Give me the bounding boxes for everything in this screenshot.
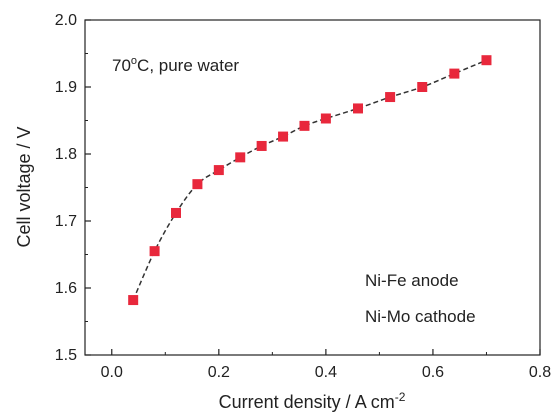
- fit-curve: [132, 59, 487, 301]
- data-point: [353, 103, 363, 114]
- y-tick-label: 1.5: [55, 347, 77, 364]
- y-axis: 1.5 1.6 1.7 1.8 1.9 2.0: [55, 12, 91, 364]
- x-tick-label: 0.4: [315, 364, 337, 381]
- data-point: [149, 246, 160, 257]
- data-point: [417, 82, 428, 92]
- data-point: [481, 55, 492, 66]
- data-point: [213, 165, 224, 176]
- data-point: [449, 68, 460, 79]
- data-point: [299, 120, 310, 131]
- y-tick-label: 1.9: [55, 79, 77, 96]
- y-tick-label: 1.6: [55, 280, 77, 297]
- x-axis-label: Current density / A cm-2: [219, 390, 406, 412]
- x-tick-label: 0.0: [101, 364, 123, 381]
- data-points: [128, 55, 492, 306]
- cathode-annotation: Ni-Mo cathode: [365, 307, 476, 326]
- data-point: [192, 179, 203, 190]
- data-point: [385, 92, 396, 103]
- x-axis: 0.0 0.2 0.4 0.6 0.8: [101, 349, 551, 381]
- x-tick-label: 0.8: [529, 364, 551, 381]
- condition-annotation: 70oC, pure water: [112, 55, 239, 75]
- data-point: [171, 207, 181, 218]
- anode-annotation: Ni-Fe anode: [365, 271, 459, 290]
- x-tick-label: 0.2: [208, 364, 230, 381]
- y-axis-label: Cell voltage / V: [14, 126, 34, 247]
- y-tick-label: 1.7: [55, 213, 77, 230]
- y-tick-label: 2.0: [55, 12, 77, 29]
- data-point: [256, 140, 267, 151]
- y-tick-label: 1.8: [55, 146, 77, 163]
- data-point: [320, 113, 331, 124]
- data-point: [128, 295, 139, 306]
- x-tick-label: 0.6: [422, 364, 444, 381]
- data-point: [278, 131, 289, 142]
- data-point: [235, 152, 246, 163]
